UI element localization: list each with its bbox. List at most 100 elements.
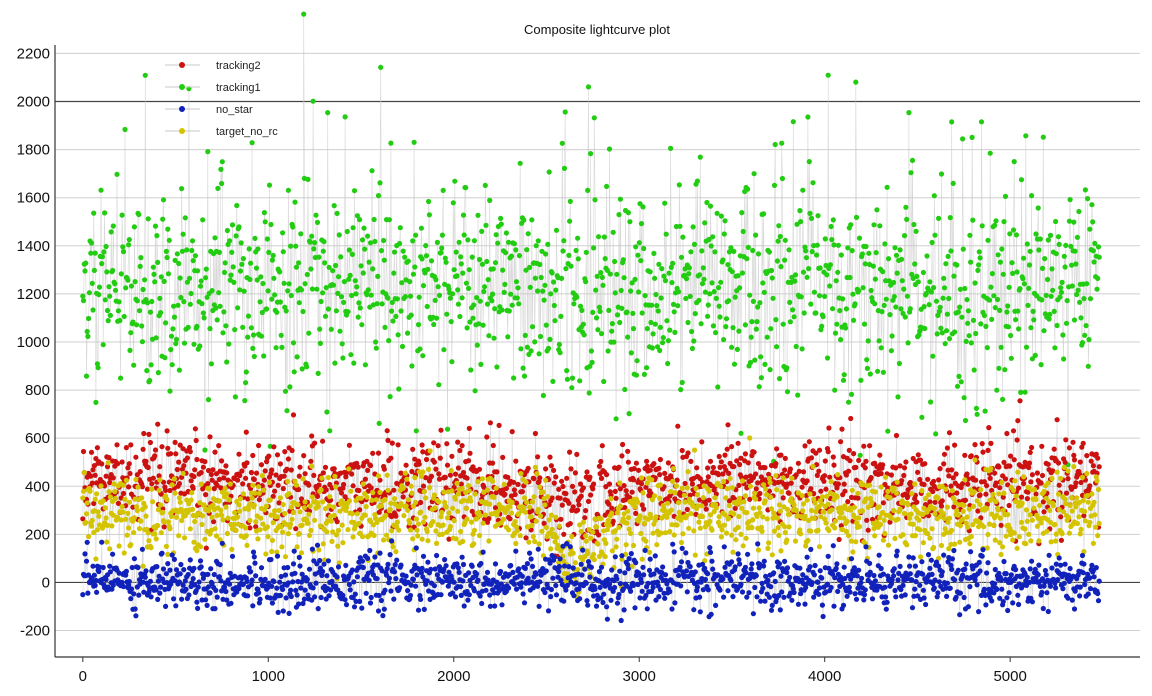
data-point <box>338 254 343 259</box>
data-point <box>869 500 874 505</box>
data-point <box>355 511 360 516</box>
data-point <box>347 498 352 503</box>
data-point <box>347 443 352 448</box>
data-point <box>652 276 657 281</box>
data-point <box>99 461 104 466</box>
data-point <box>659 295 664 300</box>
data-point <box>922 461 927 466</box>
data-point <box>747 435 752 440</box>
data-point <box>668 146 673 151</box>
data-point <box>1025 303 1030 308</box>
data-point <box>281 502 286 507</box>
data-point <box>713 330 718 335</box>
data-point <box>106 318 111 323</box>
data-point <box>396 442 401 447</box>
data-point <box>1036 538 1041 543</box>
data-point <box>243 525 248 530</box>
data-point <box>730 325 735 330</box>
data-point <box>283 389 288 394</box>
data-point <box>962 477 967 482</box>
data-point <box>599 565 604 570</box>
data-point <box>176 261 181 266</box>
data-point <box>831 242 836 247</box>
data-point <box>127 500 132 505</box>
data-point <box>626 566 631 571</box>
data-point <box>231 280 236 285</box>
data-point <box>732 362 737 367</box>
data-point <box>1093 525 1098 530</box>
data-point <box>141 431 146 436</box>
data-point <box>497 423 502 428</box>
data-point <box>165 227 170 232</box>
data-point <box>188 302 193 307</box>
data-point <box>166 271 171 276</box>
data-point <box>799 294 804 299</box>
data-point <box>306 512 311 517</box>
data-point <box>165 428 170 433</box>
data-point <box>773 461 778 466</box>
data-point <box>1004 431 1009 436</box>
data-point <box>981 524 986 529</box>
data-point <box>1029 445 1034 450</box>
data-point <box>460 539 465 544</box>
data-point <box>722 523 727 528</box>
data-point <box>200 217 205 222</box>
data-point <box>615 601 620 606</box>
data-point <box>932 511 937 516</box>
data-point <box>215 317 220 322</box>
data-point <box>592 197 597 202</box>
data-point <box>1038 236 1043 241</box>
data-point <box>996 491 1001 496</box>
data-point <box>149 299 154 304</box>
data-point <box>189 498 194 503</box>
data-point <box>972 442 977 447</box>
data-point <box>688 459 693 464</box>
data-point <box>299 287 304 292</box>
data-point <box>1012 457 1017 462</box>
data-point <box>252 236 257 241</box>
data-point <box>303 281 308 286</box>
data-point <box>988 441 993 446</box>
data-point <box>622 387 627 392</box>
data-point <box>986 425 991 430</box>
data-point <box>836 243 841 248</box>
data-point <box>720 257 725 262</box>
data-point <box>882 531 887 536</box>
data-point <box>839 252 844 257</box>
data-point <box>642 372 647 377</box>
data-point <box>744 536 749 541</box>
data-point <box>760 529 765 534</box>
data-point <box>586 559 591 564</box>
data-point <box>140 339 145 344</box>
data-point <box>726 471 731 476</box>
data-point <box>199 522 204 527</box>
data-point <box>311 99 316 104</box>
data-point <box>785 507 790 512</box>
data-point <box>86 534 91 539</box>
data-point <box>922 326 927 331</box>
data-point <box>421 554 426 559</box>
data-point <box>510 429 515 434</box>
data-point <box>348 489 353 494</box>
data-point <box>80 495 85 500</box>
data-point <box>852 505 857 510</box>
data-point <box>450 291 455 296</box>
data-point <box>850 292 855 297</box>
data-point <box>558 350 563 355</box>
data-point <box>382 588 387 593</box>
data-point <box>442 557 447 562</box>
data-point <box>414 428 419 433</box>
data-point <box>931 545 936 550</box>
data-point <box>906 502 911 507</box>
data-point <box>911 522 916 527</box>
data-point <box>563 109 568 114</box>
data-point <box>1063 437 1068 442</box>
data-point <box>752 450 757 455</box>
data-point <box>470 316 475 321</box>
data-point <box>494 486 499 491</box>
data-point <box>809 216 814 221</box>
data-point <box>1013 317 1018 322</box>
data-point <box>995 297 1000 302</box>
data-point <box>492 306 497 311</box>
data-point <box>186 325 191 330</box>
